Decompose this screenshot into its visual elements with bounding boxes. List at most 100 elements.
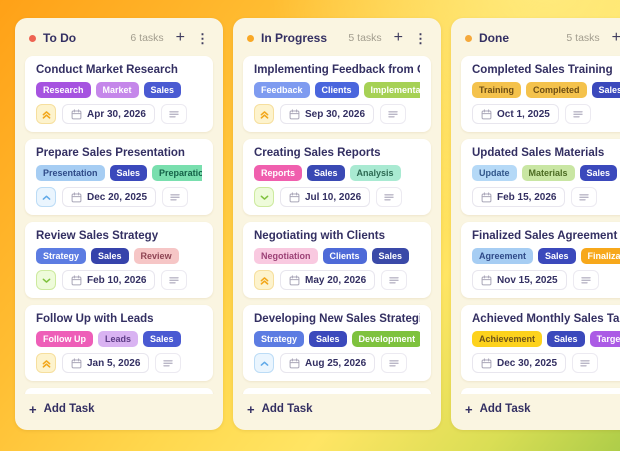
card-meta: Jul 10, 2026 [254,187,420,207]
due-date: Dec 30, 2025 [497,357,558,369]
tag: Target [589,331,620,347]
task-card[interactable]: Implementing Feedback from Clients Feedba… [243,56,431,132]
status-dot-icon [247,34,254,42]
column-header: In Progress 5 tasks + ⋮ [233,18,441,54]
add-task-button[interactable]: + Add Task [233,394,441,430]
due-date-chip: Jan 5, 2026 [62,353,150,373]
calendar-icon [289,274,300,286]
notes-chip [376,187,403,207]
notes-icon [168,108,180,120]
tag-list: Strategy Sales Development [254,331,420,347]
tag: Follow Up [36,331,93,347]
tag-list: AchievementSalesTarget [472,331,620,347]
kanban-column: In Progress 5 tasks + ⋮ Implementing Feedbac… [233,18,441,430]
task-card[interactable]: Finalized Sales Agreement Agreement Sales F… [461,222,620,298]
tag: Review [133,248,179,264]
due-date: Dec 20, 2025 [87,191,148,203]
calendar-icon [71,357,82,369]
card-meta: May 20, 2026 [254,270,420,290]
add-card-button[interactable]: + [393,29,403,46]
card-title: Creating Sales Reports [254,147,381,159]
tag: Clients [314,82,359,98]
task-card[interactable]: Developing New Sales Strategies Strategy S… [243,305,431,381]
tag: Implementation [363,82,420,98]
task-card[interactable]: Achieved Monthly Sales Target Achievement… [461,305,620,381]
chevron-double-up-icon [259,275,270,286]
card-title: Follow Up with Leads [36,313,154,325]
tag-list: PresentationSalesPreparation [36,165,202,181]
due-date-chip: Apr 30, 2026 [62,104,155,124]
plus-icon: + [29,402,37,417]
due-date-chip: Feb 10, 2026 [62,270,156,290]
tag: Reports [254,165,303,181]
task-card[interactable]: Conduct Market Research Research Market Sal… [25,56,213,132]
task-card[interactable]: Creating Sales Reports Reports Sales Analys… [243,139,431,215]
tag: Sales [591,82,620,98]
task-card[interactable]: Review Sales Strategy Strategy Sales Review… [25,222,213,298]
card-list: Completed Sales Training Training Complete… [451,54,620,394]
tag: Sales [547,331,585,347]
tag-list: AgreementSalesFinalization [472,248,620,264]
peek-card[interactable] [461,388,620,394]
tag: Agreement [472,248,534,264]
tag: Finalization [580,248,620,264]
notes-chip [155,353,182,373]
column-menu-button[interactable]: ⋮ [196,30,209,46]
tag: Materials [521,165,575,181]
task-card[interactable]: Completed Sales Training Training Complete… [461,56,620,132]
card-meta: Aug 25, 2026 [254,353,420,373]
due-date-chip: Dec 20, 2025 [62,187,157,207]
card-meta: Apr 30, 2026 [36,104,202,124]
add-card-button[interactable]: + [175,29,185,46]
plus-icon: + [247,402,255,417]
tag: Clients [322,248,367,264]
card-meta: Nov 15, 2025 [472,270,620,290]
tag: Strategy [36,248,87,264]
card-title: Completed Sales Training [472,64,613,76]
due-date: Aug 25, 2026 [305,357,367,369]
status-dot-icon [465,34,472,42]
task-card[interactable]: Follow Up with Leads Follow Up Leads Sales J… [25,305,213,381]
due-date: Feb 10, 2026 [87,274,147,286]
tag: Preparation [152,165,202,181]
kanban-board: To Do 6 tasks + ⋮ Conduct Market Research Res… [15,18,620,430]
notes-chip [381,270,408,290]
column-menu-button[interactable]: ⋮ [414,30,427,46]
add-task-label: Add Task [43,403,95,415]
notes-icon [578,191,590,203]
task-card[interactable]: Negotiating with Clients Negotiation Clien… [243,222,431,298]
tag-list: Strategy Sales Review [36,248,202,264]
tag: Market [95,82,139,98]
calendar-icon [481,274,492,286]
task-card[interactable]: Updated Sales Materials Update Materials Sa… [461,139,620,215]
peek-card[interactable] [25,388,213,394]
notes-icon [388,274,400,286]
notes-icon [387,108,399,120]
notes-chip [162,187,189,207]
notes-chip [380,104,407,124]
chevron-up-icon [259,358,270,369]
add-task-button[interactable]: + Add Task [451,394,620,430]
priority-badge-medium [254,353,274,373]
tag-list: Research Market Sales [36,82,202,98]
card-meta: Dec 30, 2025 [472,353,620,373]
notes-chip [572,270,599,290]
task-count-badge: 5 tasks [348,32,382,44]
card-title: Review Sales Strategy [36,230,159,242]
task-card[interactable]: Prepare Sales Presentation Presentation Sa… [25,139,213,215]
tag: Sales [307,165,345,181]
notes-icon [168,274,180,286]
notes-chip [160,104,187,124]
priority-badge-low [254,187,274,207]
add-task-button[interactable]: + Add Task [15,394,223,430]
add-card-button[interactable]: + [611,29,620,46]
priority-badge-medium [36,187,56,207]
due-date: Oct 1, 2025 [497,108,550,120]
calendar-icon [71,108,82,120]
chevron-double-up-icon [41,109,52,120]
notes-icon [162,357,174,369]
kanban-column: To Do 6 tasks + ⋮ Conduct Market Research Res… [15,18,223,430]
peek-card[interactable] [243,388,431,394]
calendar-icon [289,191,300,203]
